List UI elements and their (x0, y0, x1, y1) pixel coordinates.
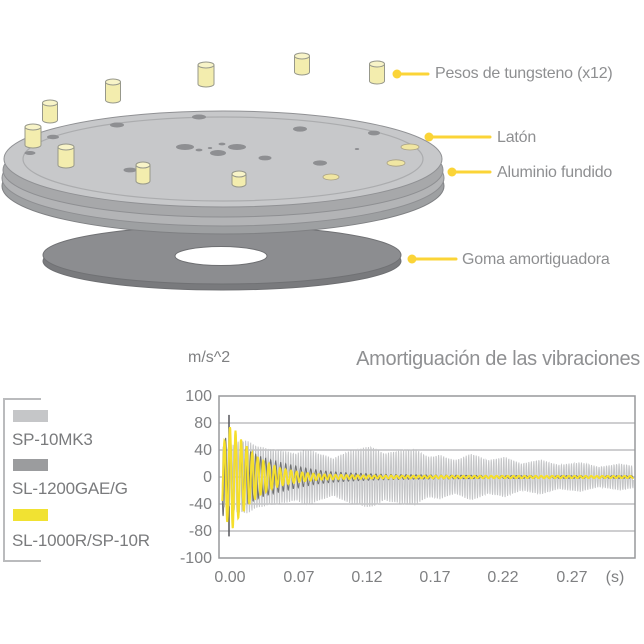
y-tick-100: 100 (185, 388, 212, 405)
tungsten-weight (42, 99, 58, 124)
tungsten-weight (369, 60, 385, 85)
waveform-SP-10MK3 (221, 440, 634, 514)
x-tick-027: 0.27 (556, 569, 588, 586)
label-damping-rubber: Goma amortiguadora (462, 251, 610, 268)
y-tick-n80: -80 (188, 523, 212, 540)
chart-title: Amortiguación de las vibraciones (356, 348, 640, 370)
x-tick-017: 0.17 (419, 569, 451, 586)
brass-top-surface (3, 110, 443, 208)
chart-waveforms (221, 414, 634, 537)
platter-hole (368, 130, 380, 136)
leader-dot-brass (424, 132, 434, 142)
y-tick-n40: -40 (188, 496, 212, 513)
x-tick-000: 0.00 (214, 569, 246, 586)
y-tick-0: 0 (203, 469, 212, 486)
waveform-SL-1000R/SP-10R (221, 426, 634, 529)
legend-swatch-sp10mk3 (13, 410, 48, 422)
leader-lines (397, 72, 492, 261)
platter-hole (176, 144, 194, 150)
platter-holes (24, 114, 420, 181)
legend-label-sl1000r: SL-1000R/SP-10R (12, 531, 150, 550)
platter-hole (218, 142, 226, 146)
platter-hole (110, 122, 124, 128)
legend-swatch-sl1200 (13, 459, 48, 471)
leader-dot-aluminum (447, 167, 457, 177)
platter-hole (354, 148, 360, 150)
rubber-disc (42, 225, 402, 291)
platter-hole (192, 114, 206, 120)
tungsten-weight (135, 161, 151, 185)
platter-hole (47, 134, 59, 140)
vibration-chart (218, 395, 636, 559)
label-cast-aluminum: Aluminio fundido (497, 164, 613, 181)
tungsten-weight (197, 61, 215, 88)
label-brass: Latón (497, 129, 537, 146)
x-axis-unit: (s) (605, 569, 625, 586)
x-tick-007: 0.07 (283, 569, 315, 586)
platter-hole (207, 147, 213, 149)
y-tick-n100: -100 (179, 550, 212, 567)
label-tungsten-weights: Pesos de tungsteno (x12) (435, 65, 613, 82)
platter-hole (123, 167, 137, 173)
legend-label-sp10mk3: SP-10MK3 (12, 430, 93, 449)
tungsten-weight (24, 123, 42, 149)
tungsten-weight (231, 170, 247, 188)
platter-hole (293, 126, 307, 132)
tungsten-weight (105, 78, 121, 104)
platter-body (1, 110, 445, 235)
platter-hole (258, 155, 272, 161)
y-tick-80: 80 (194, 415, 212, 432)
x-tick-012: 0.12 (351, 569, 383, 586)
platter-hole (24, 151, 36, 155)
leader-dots (392, 69, 457, 264)
legend-swatch-sl1000r (13, 509, 48, 521)
y-axis-unit: m/s^2 (188, 349, 231, 366)
tungsten-weight (57, 143, 75, 169)
legend-label-sl1200: SL-1200GAE/G (12, 479, 128, 498)
x-tick-022: 0.22 (487, 569, 519, 586)
leader-dot-weights (392, 69, 402, 79)
tungsten-weight-insert (322, 173, 340, 181)
exploded-platter-diagram (1, 52, 492, 291)
y-tick-40: 40 (194, 442, 212, 459)
tungsten-weight (294, 52, 310, 76)
tungsten-weight-insert (386, 159, 406, 167)
leader-dot-rubber (407, 254, 417, 264)
plot-border (218, 395, 636, 559)
platter-hole (228, 144, 246, 150)
platter-inner-ring (22, 116, 424, 202)
legend-bracket (3, 398, 41, 562)
platter-hole (195, 148, 203, 152)
platter-hole (313, 160, 327, 166)
platter-hole (210, 150, 226, 156)
tungsten-weights (24, 52, 385, 188)
tungsten-weight-insert (400, 143, 420, 151)
